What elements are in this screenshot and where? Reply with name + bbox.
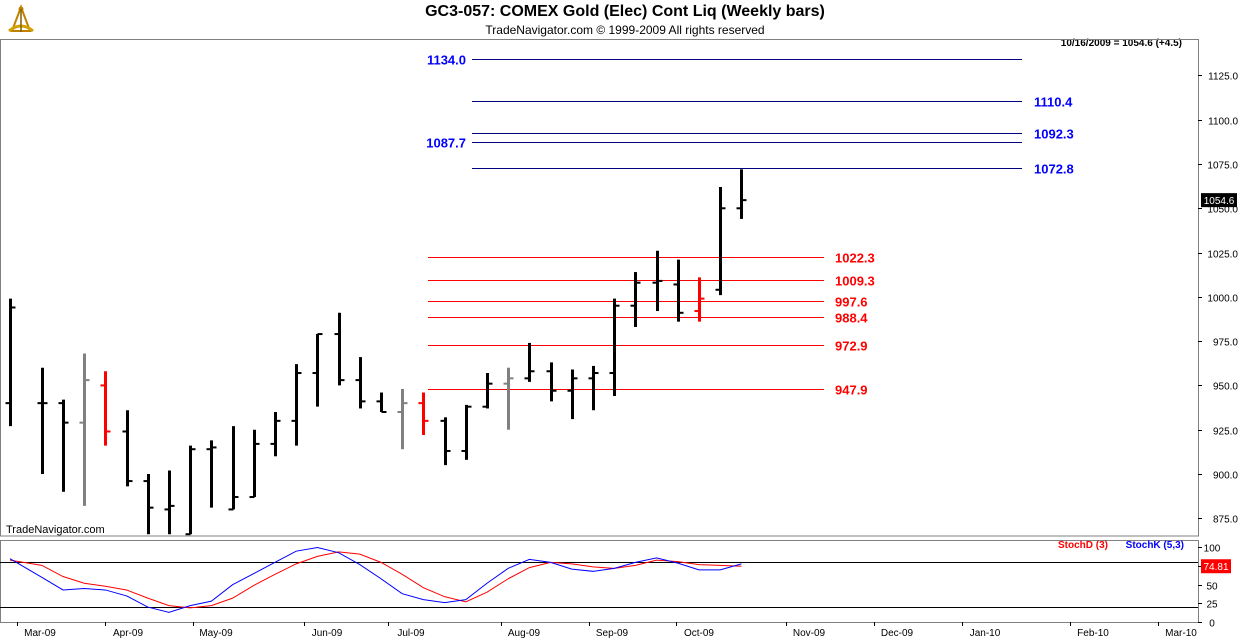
date-tick-label: Mar-10 (1165, 628, 1197, 639)
blue-level-label: 1110.4 (1034, 95, 1073, 110)
ohlc-bar (291, 364, 302, 446)
last-value-readout: 10/16/2009 = 1054.6 (+4.5) (1060, 38, 1182, 49)
stoch-panel-frame (0, 540, 1199, 623)
chart-title: GC3-057: COMEX Gold (Elec) Cont Liq (Wee… (425, 3, 825, 20)
date-tick-label: Jan-10 (970, 628, 1001, 639)
ohlc-bar (461, 404, 472, 460)
ohlc-bar (376, 392, 387, 413)
date-tick-label: Dec-09 (881, 628, 914, 639)
ohlc-bar (185, 445, 196, 536)
price-tick-label: 1000.0 (1207, 294, 1238, 305)
date-tick-label: Apr-09 (113, 628, 143, 639)
ohlc-bar (440, 417, 451, 466)
stoch-last-box (1201, 559, 1231, 574)
date-tick-label: Sep-09 (596, 628, 629, 639)
ohlc-bar (694, 277, 705, 322)
price-tick-label: 1100.0 (1208, 117, 1238, 128)
stoch-tick-label: 25 (1206, 600, 1218, 611)
date-tick-label: Mar-09 (24, 628, 56, 639)
ohlc-bar (249, 429, 260, 499)
stoch-last-label: 74.81 (1203, 562, 1228, 573)
red-level-label: 1009.3 (835, 274, 875, 289)
ohlc-bar (652, 250, 663, 312)
brand-label: TradeNavigator.com (6, 524, 105, 536)
stoch-legend-d: StochD (3) (1058, 540, 1108, 551)
red-level-label: 1022.3 (835, 251, 875, 266)
red-level-label: 988.4 (835, 311, 868, 326)
ohlc-bars (5, 169, 747, 536)
date-tick-label: Nov-09 (793, 628, 826, 639)
red-level-label: 997.6 (835, 295, 868, 310)
ohlc-bar (609, 298, 620, 397)
ohlc-bar (546, 362, 557, 402)
last-price-label: 1054.6 (1204, 196, 1235, 207)
ohlc-bar (482, 373, 493, 409)
blue-level-label: 1087.7 (426, 136, 466, 151)
date-tick-label: Jul-09 (397, 628, 425, 639)
price-tick-label: 875.0 (1213, 515, 1238, 526)
date-tick-label: Oct-09 (684, 628, 714, 639)
last-price-box (1201, 193, 1237, 208)
stoch-tick-label: 50 (1206, 582, 1218, 593)
ohlc-bar (270, 412, 281, 457)
price-axis: 875.0 900.0 925.0 950.0 975.0 1000.0 1025.0 105… (1198, 72, 1238, 526)
ohlc-bar (334, 312, 345, 386)
price-tick-label: 1025.0 (1207, 250, 1238, 261)
ohlc-bar (164, 470, 175, 535)
red-level-label: 947.9 (835, 383, 868, 398)
date-tick-label: Feb-10 (1077, 628, 1109, 639)
ohlc-bar (206, 440, 217, 508)
ohlc-bar (355, 357, 366, 409)
ohlc-bar (143, 474, 154, 535)
ohlc-bar (524, 342, 535, 382)
price-tick-label: 1075.0 (1207, 161, 1238, 172)
ohlc-bar (100, 371, 111, 446)
ohlc-bar (715, 187, 726, 296)
stoch-legend-k: StochK (5,3) (1126, 540, 1184, 551)
blue-level-label: 1092.3 (1034, 127, 1074, 142)
ohlc-bar (567, 369, 578, 420)
ohlc-bar (312, 333, 323, 407)
stoch-series-line (9, 546, 742, 613)
ohlc-bar (673, 259, 684, 322)
price-tick-label: 900.0 (1213, 471, 1238, 482)
stoch-series-line (9, 551, 742, 609)
date-tick-label: Jun-09 (312, 628, 343, 639)
price-tick-label: 925.0 (1213, 427, 1238, 438)
price-tick-label: 975.0 (1213, 338, 1238, 349)
date-axis: Mar-09 Apr-09 May-09 Jun-09 Jul-09 Aug-09 Sep-… (17, 622, 1197, 639)
ohlc-bar (503, 367, 514, 430)
ohlc-bar (79, 353, 90, 506)
ohlc-bar (58, 399, 69, 492)
ohlc-bar (37, 367, 48, 474)
date-tick-label: May-09 (199, 628, 233, 639)
date-tick-label: Aug-09 (508, 628, 541, 639)
blue-level-label: 1134.0 (427, 53, 466, 68)
ohlc-bar (397, 388, 408, 450)
stochastic-panel: StochD (3)StochK (5,3)025507510074.81 (0, 540, 1231, 630)
price-tick-label: 1050.0 (1207, 205, 1238, 216)
ohlc-bar (736, 169, 747, 219)
price-panel-frame (0, 39, 1199, 537)
ohlc-bar (122, 410, 133, 487)
red-level-label: 972.9 (835, 339, 868, 354)
price-tick-label: 950.0 (1213, 382, 1238, 393)
stoch-tick-label: 0 (1209, 619, 1215, 630)
stoch-tick-label: 100 (1204, 544, 1221, 555)
ohlc-bar (630, 272, 641, 327)
sextant-logo-icon (8, 4, 34, 33)
price-tick-label: 1125.0 (1208, 72, 1238, 83)
blue-level-label: 1072.8 (1034, 162, 1074, 177)
ohlc-bar (5, 298, 16, 427)
chart-copyright: TradeNavigator.com © 1999-2009 All right… (485, 23, 765, 37)
ohlc-bar (418, 392, 429, 436)
ohlc-bar (588, 365, 599, 411)
ohlc-bar (228, 426, 239, 511)
level-lines: 1134.0 1110.4 1092.3 1087.7 1072.8 1022.3 1009… (426, 53, 1074, 398)
chart-frames (0, 39, 1199, 623)
